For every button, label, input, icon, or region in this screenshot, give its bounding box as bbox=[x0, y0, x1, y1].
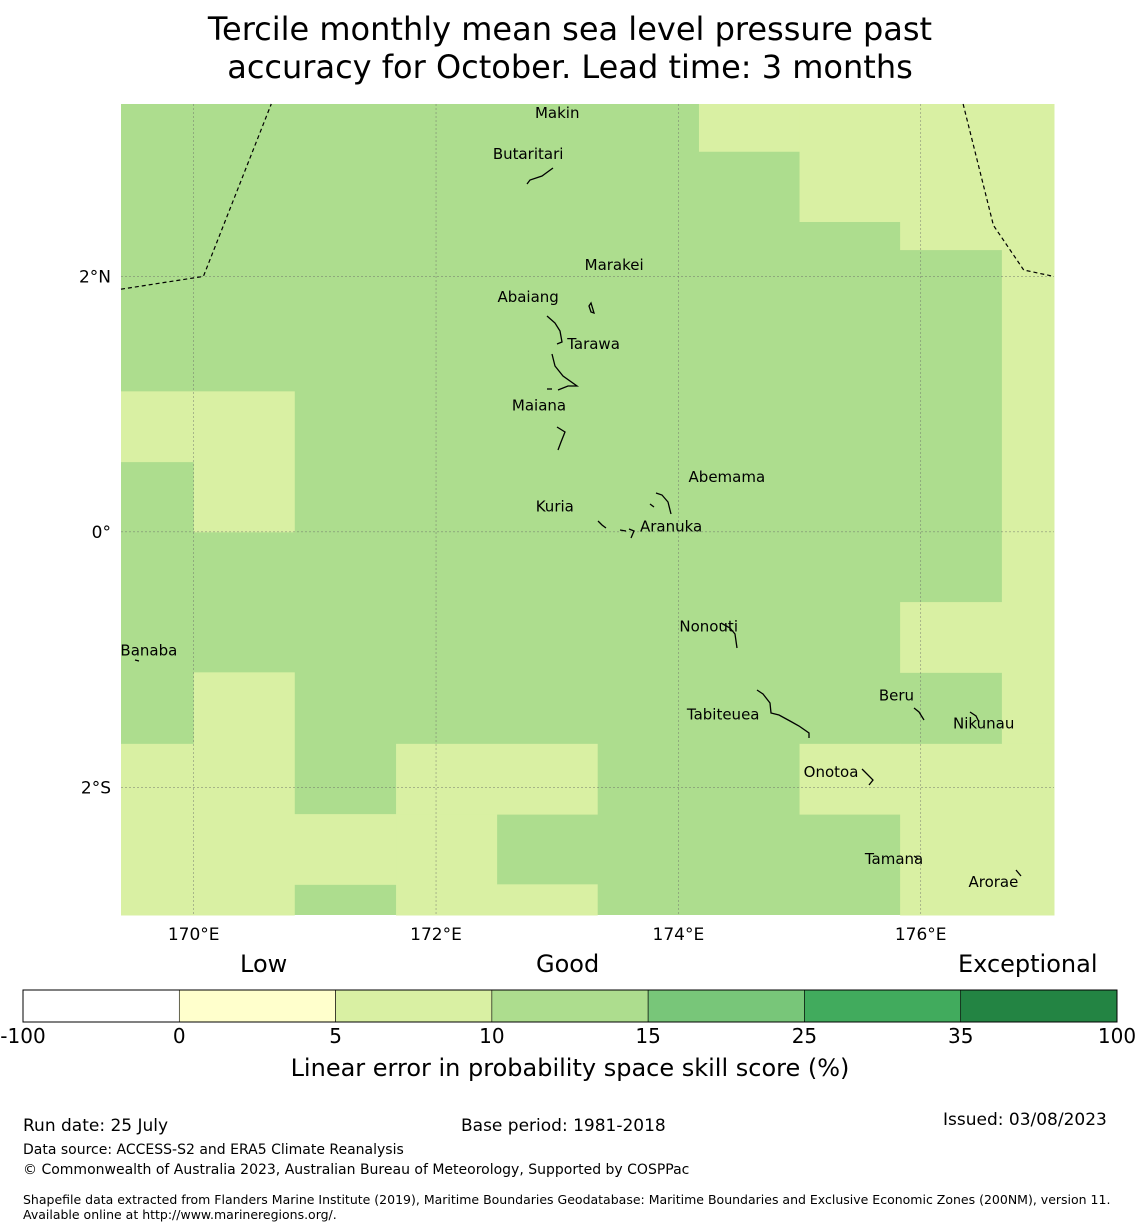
island-outline bbox=[518, 155, 522, 159]
island-outline bbox=[720, 622, 738, 649]
place-label: Nikunau bbox=[953, 714, 1014, 732]
place-label: Beru bbox=[879, 686, 914, 704]
island-outlines bbox=[134, 155, 1022, 877]
base-period: Base period: 1981-2018 bbox=[461, 1116, 666, 1136]
place-label: Abemama bbox=[689, 468, 766, 486]
island-outline bbox=[861, 768, 874, 786]
island-outline bbox=[619, 528, 635, 539]
island-outline bbox=[655, 492, 672, 515]
map-canvas: Makin Butaritari Marakei Abaiang Tarawa Maian… bbox=[79, 103, 1055, 945]
place-label: Makin bbox=[535, 104, 580, 122]
skill-cell bbox=[900, 743, 1055, 916]
island-outline bbox=[588, 301, 595, 315]
place-label: Tamana bbox=[864, 850, 923, 868]
map-title: Tercile monthly mean sea level pressure … bbox=[0, 10, 1140, 86]
colorbar-tick-label: 25 bbox=[791, 1024, 818, 1048]
colorbar-bin bbox=[960, 989, 1118, 1023]
skill-cell bbox=[900, 602, 1003, 673]
skill-cell bbox=[193, 391, 295, 533]
axis-tick-labels: 170°E 172°E 174°E 176°E 2°N 0° 2°S bbox=[79, 267, 947, 945]
skill-cell bbox=[799, 104, 901, 222]
island-outline bbox=[526, 167, 554, 185]
colorbar-tick-label: 15 bbox=[635, 1024, 661, 1048]
category-good: Good bbox=[536, 950, 600, 978]
skill-cell bbox=[496, 884, 598, 916]
island-outline bbox=[546, 315, 563, 345]
place-label: Butaritari bbox=[493, 145, 564, 163]
issued-date: Issued: 03/08/2023 bbox=[943, 1110, 1107, 1130]
eez-boundaries bbox=[120, 103, 1055, 290]
island-outline bbox=[551, 353, 580, 391]
lat-tick-label: 2°S bbox=[81, 778, 111, 798]
island-outline bbox=[649, 503, 655, 508]
category-low: Low bbox=[240, 950, 288, 978]
skill-cell bbox=[698, 104, 801, 152]
skill-cell bbox=[121, 391, 195, 463]
island-outline bbox=[969, 711, 980, 723]
colorbar-label: Linear error in probability space skill … bbox=[290, 1054, 850, 1082]
lon-tick-label: 170°E bbox=[168, 925, 220, 945]
colorbar-tick-label: 35 bbox=[947, 1024, 974, 1048]
colorbar-tick-label: 5 bbox=[329, 1024, 342, 1048]
data-source: Data source: ACCESS-S2 and ERA5 Climate … bbox=[23, 1142, 404, 1158]
copyright: © Commonwealth of Australia 2023, Austra… bbox=[23, 1162, 690, 1178]
run-date: Run date: 25 July bbox=[23, 1116, 169, 1136]
skill-grid bbox=[121, 104, 1055, 916]
colorbar-tick-label: 10 bbox=[479, 1024, 505, 1048]
island-outline bbox=[556, 426, 566, 451]
colorbar-bin bbox=[804, 989, 962, 1023]
colorbar-frame bbox=[22, 989, 1118, 1023]
skill-cell bbox=[900, 104, 1003, 251]
place-label: Kuria bbox=[536, 497, 574, 515]
colorbar-bin bbox=[178, 989, 336, 1023]
place-label: Tabiteuea bbox=[686, 705, 760, 723]
skill-cell bbox=[193, 672, 295, 916]
island-outline bbox=[597, 520, 607, 529]
skill-cell bbox=[396, 743, 598, 815]
lat-tick-label: 0° bbox=[92, 523, 111, 543]
island-outline bbox=[756, 689, 810, 738]
colorbar bbox=[22, 989, 1118, 1023]
lat-tick-label: 2°N bbox=[79, 267, 111, 287]
eez-boundary-line bbox=[120, 103, 272, 290]
category-exceptional: Exceptional bbox=[958, 950, 1098, 978]
graticule bbox=[121, 104, 1054, 915]
place-label: Onotoa bbox=[804, 763, 859, 781]
place-label: Abaiang bbox=[497, 288, 558, 306]
place-label: Nonouti bbox=[679, 617, 738, 635]
colorbar-tick-label: 0 bbox=[172, 1024, 186, 1048]
skill-cell bbox=[396, 814, 498, 916]
skill-cell bbox=[294, 814, 397, 885]
colorbar-tick-label: 100 bbox=[1097, 1024, 1137, 1048]
skill-cell bbox=[799, 743, 901, 815]
island-outline bbox=[134, 659, 140, 662]
colorbar-bin bbox=[22, 989, 180, 1023]
island-outline bbox=[913, 855, 919, 860]
lon-tick-label: 172°E bbox=[410, 925, 462, 945]
colorbar-tick-label: -100 bbox=[0, 1024, 46, 1048]
colorbar-bin bbox=[335, 989, 493, 1023]
skill-cell bbox=[1001, 104, 1055, 603]
shapefile-credit: Shapefile data extracted from Flanders M… bbox=[23, 1192, 1111, 1222]
place-label: Aranuka bbox=[640, 518, 702, 536]
island-outline bbox=[913, 707, 925, 721]
place-label: Marakei bbox=[585, 256, 644, 274]
place-label: Banaba bbox=[120, 642, 177, 660]
place-label: Tarawa bbox=[566, 335, 620, 353]
title-line-1: Tercile monthly mean sea level pressure … bbox=[207, 10, 933, 48]
colorbar-bin bbox=[647, 989, 805, 1023]
place-labels: Makin Butaritari Marakei Abaiang Tarawa Maian… bbox=[120, 104, 1018, 891]
title-line-2: accuracy for October. Lead time: 3 month… bbox=[227, 48, 913, 86]
lon-tick-label: 176°E bbox=[895, 925, 947, 945]
colorbar-bin bbox=[491, 989, 649, 1023]
island-outline bbox=[1015, 869, 1022, 877]
place-label: Arorae bbox=[968, 873, 1018, 891]
skill-cell bbox=[121, 743, 195, 916]
lon-tick-label: 174°E bbox=[653, 925, 705, 945]
place-label: Maiana bbox=[512, 396, 566, 414]
